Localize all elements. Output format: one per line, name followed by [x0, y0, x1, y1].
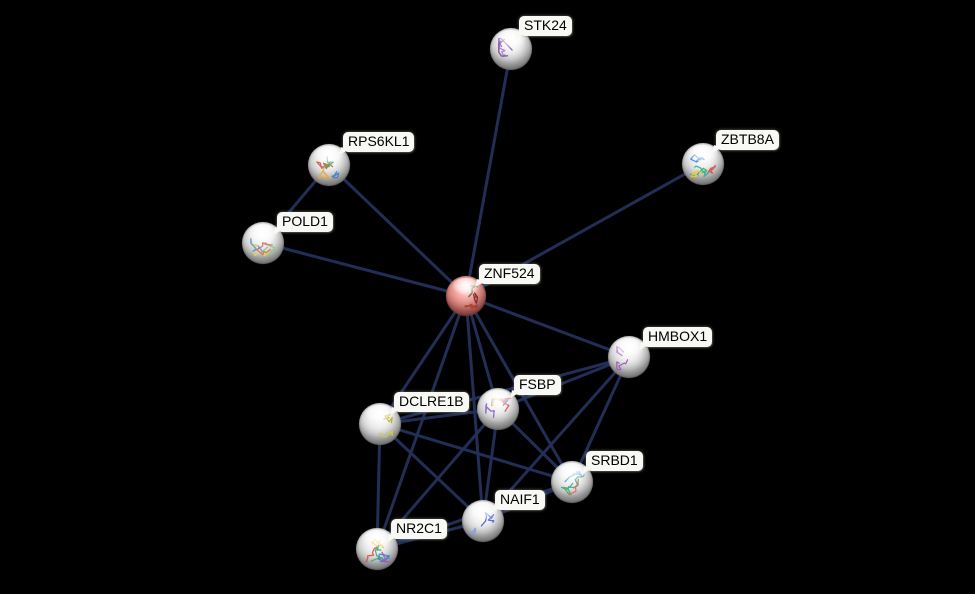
- node-label-POLD1[interactable]: POLD1: [277, 212, 333, 232]
- edge-DCLRE1B-NAIF1[interactable]: [378, 422, 485, 523]
- edge-ZNF524-NAIF1[interactable]: [464, 295, 485, 522]
- node-label-RPS6KL1[interactable]: RPS6KL1: [343, 132, 415, 152]
- edge-HMBOX1-SRBD1[interactable]: [570, 356, 631, 483]
- edge-ZNF524-STK24[interactable]: [464, 48, 513, 297]
- edge-ZNF524-RPS6KL1[interactable]: [327, 163, 468, 298]
- node-label-HMBOX1[interactable]: HMBOX1: [643, 327, 713, 347]
- edge-DCLRE1B-SRBD1[interactable]: [379, 422, 573, 484]
- node-label-ZBTB8A[interactable]: ZBTB8A: [716, 130, 779, 150]
- edge-ZNF524-HMBOX1[interactable]: [465, 294, 630, 359]
- edge-HMBOX1-FSBP[interactable]: [497, 355, 630, 411]
- node-label-SRBD1[interactable]: SRBD1: [586, 451, 643, 471]
- node-label-STK24[interactable]: STK24: [519, 16, 572, 36]
- edge-ZNF524-NR2C1[interactable]: [375, 295, 468, 550]
- node-label-FSBP[interactable]: FSBP: [514, 375, 561, 395]
- edge-ZNF524-POLD1[interactable]: [262, 241, 467, 298]
- node-label-ZNF524[interactable]: ZNF524: [479, 264, 540, 284]
- node-label-NR2C1[interactable]: NR2C1: [391, 519, 447, 539]
- node-label-DCLRE1B[interactable]: DCLRE1B: [394, 392, 469, 412]
- node-label-NAIF1[interactable]: NAIF1: [495, 490, 545, 510]
